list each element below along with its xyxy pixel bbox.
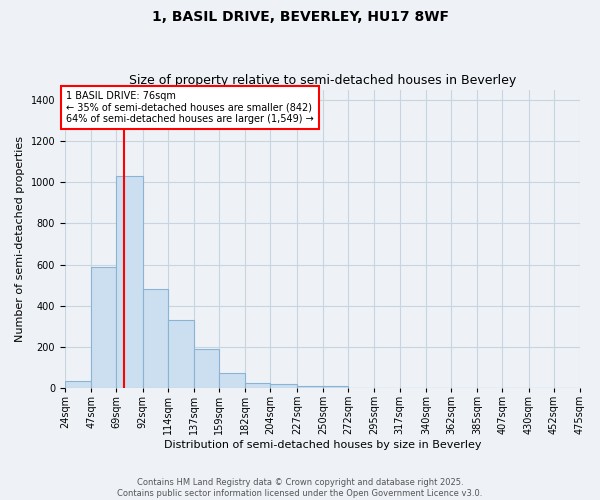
Bar xyxy=(194,349,219,388)
Bar xyxy=(91,266,116,388)
Bar xyxy=(271,384,297,388)
Bar xyxy=(323,386,348,388)
Text: 1 BASIL DRIVE: 76sqm
← 35% of semi-detached houses are smaller (842)
64% of semi: 1 BASIL DRIVE: 76sqm ← 35% of semi-detac… xyxy=(66,91,314,124)
Bar xyxy=(245,383,271,388)
Text: 1, BASIL DRIVE, BEVERLEY, HU17 8WF: 1, BASIL DRIVE, BEVERLEY, HU17 8WF xyxy=(151,10,449,24)
Bar xyxy=(219,372,245,388)
Bar xyxy=(167,320,194,388)
Bar xyxy=(116,176,143,388)
Title: Size of property relative to semi-detached houses in Beverley: Size of property relative to semi-detach… xyxy=(129,74,516,87)
Bar xyxy=(65,381,91,388)
Bar xyxy=(297,386,323,388)
X-axis label: Distribution of semi-detached houses by size in Beverley: Distribution of semi-detached houses by … xyxy=(164,440,481,450)
Y-axis label: Number of semi-detached properties: Number of semi-detached properties xyxy=(15,136,25,342)
Text: Contains HM Land Registry data © Crown copyright and database right 2025.
Contai: Contains HM Land Registry data © Crown c… xyxy=(118,478,482,498)
Bar xyxy=(143,289,167,388)
